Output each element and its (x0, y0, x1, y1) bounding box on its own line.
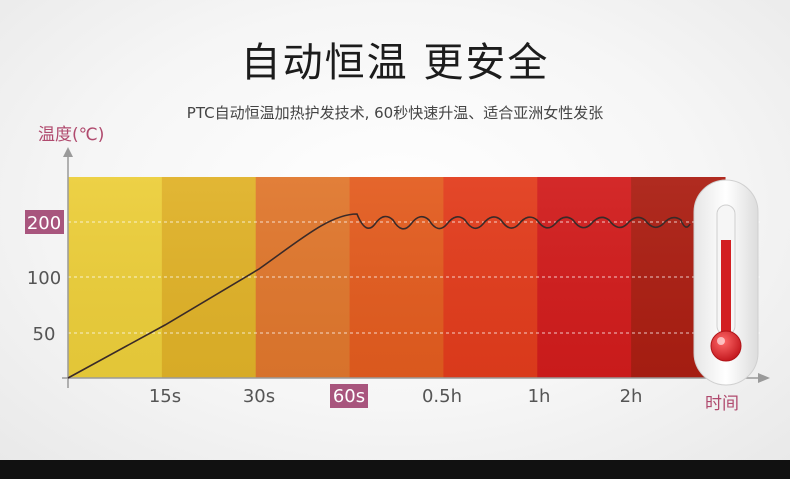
thermometer-bulb (710, 330, 742, 362)
y-tick-label: 50 (33, 324, 56, 345)
x-tick-label: 60s (333, 386, 365, 407)
thermometer-mercury (721, 240, 731, 340)
x-tick-label: 1h (528, 386, 551, 407)
thermometer-icon (693, 179, 759, 386)
y-axis-label: 温度(℃) (38, 125, 105, 145)
y-tick-highlight (25, 210, 64, 234)
y-tick-label: 200 (27, 213, 61, 234)
tick-labels: 50 100 200 15s 30s 60s 0.5h 1h 2h (25, 210, 642, 408)
page-title: 自动恒温 更安全 (240, 40, 550, 86)
x-axis-arrow (758, 373, 770, 383)
x-tick-label: 15s (149, 386, 181, 407)
temperature-curve (67, 213, 691, 379)
axes (62, 147, 770, 388)
bottom-bar (0, 460, 790, 479)
thermometer-bulb-shine (717, 337, 725, 345)
y-tick-label: 100 (27, 268, 61, 289)
x-axis-label: 时间 (705, 394, 739, 414)
x-tick-label: 30s (243, 386, 275, 407)
y-axis-arrow (63, 147, 73, 157)
page-subtitle: PTC自动恒温加热护发技术, 60秒快速升温、适合亚洲女性发张 (186, 104, 604, 122)
temperature-chart: 50 100 200 15s 30s 60s 0.5h 1h 2h (25, 147, 770, 408)
x-tick-highlight (330, 384, 368, 408)
curve-layer (67, 213, 691, 379)
x-tick-label: 2h (620, 386, 643, 407)
x-tick-label: 0.5h (422, 386, 462, 407)
grid-lines (68, 221, 760, 334)
